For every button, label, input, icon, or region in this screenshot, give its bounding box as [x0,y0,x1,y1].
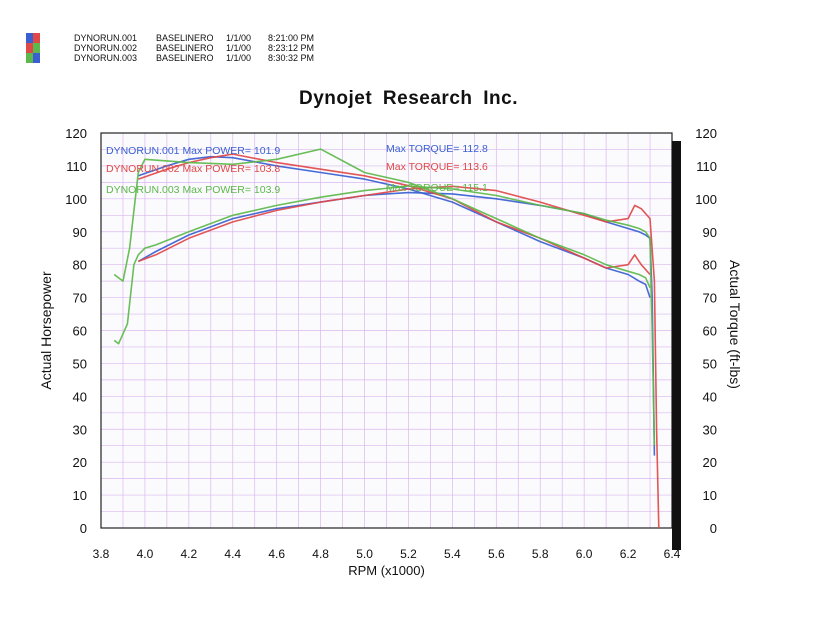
legend-run-name: BASELINERO [156,33,214,43]
y-axis-label: Actual Horsepower [38,271,54,390]
y2-tick-label: 10 [703,488,717,503]
y2-tick-label: 0 [710,521,717,536]
series-dynorun-003-torque-line [113,148,651,289]
y2-tick-label: 90 [703,225,717,240]
x-tick-label: 5.4 [444,547,461,561]
legend-run-time: 8:30:32 PM [268,53,315,63]
y-tick-label: 40 [73,389,87,404]
y2-tick-label: 80 [703,258,717,273]
y-tick-label: 50 [73,356,87,371]
y-tick-label: 110 [66,159,87,174]
x-tick-label: 4.2 [181,547,198,561]
legend-run-id: DYNORUN.003 [74,53,138,63]
x-tick-label: 3.8 [93,547,110,561]
y2-tick-label: 60 [703,324,717,339]
max-torque-annotation: Max TORQUE= 112.8 [386,143,488,155]
y-tick-label: 120 [65,126,87,141]
y2-tick-label: 20 [703,455,717,470]
right-axis-bar [672,141,681,550]
y2-axis-label: Actual Torque (ft-lbs) [727,260,743,389]
legend-run-name: BASELINERO [156,53,214,63]
series-dynorun-002-power-line [138,185,660,529]
y-tick-label: 60 [73,324,87,339]
y2-tick-label: 120 [695,126,717,141]
x-tick-label: 5.8 [532,547,549,561]
y2-tick-label: 30 [703,422,717,437]
series-dynorun-001-torque-line [138,155,651,298]
x-tick-label: 4.6 [268,547,285,561]
legend-run-date: 1/1/00 [226,43,252,53]
legend-run-time: 8:21:00 PM [268,33,315,43]
legend-row-run-2: DYNORUN.002 BASELINERO 1/1/00 8:23:12 PM [26,43,314,53]
x-tick-label: 5.0 [356,547,373,561]
x-tick-label: 6.0 [576,547,593,561]
run-legend: DYNORUN.001 BASELINERO 1/1/00 8:21:00 PM… [26,33,314,63]
chart-title: Dynojet Research Inc. [298,88,519,109]
y2-tick-label: 110 [696,159,717,174]
tick-labels: 3.8 4.0 4.2 4.4 4.6 4.8 5.0 5.2 5.4 5.6 5.8 6.0 6.2 6… [65,126,717,561]
x-tick-label: 4.4 [224,547,241,561]
x-tick-label: 6.2 [620,547,637,561]
series-dynorun-002-torque-line [138,153,651,276]
x-tick-label: 4.0 [137,547,154,561]
y-tick-label: 0 [80,521,87,536]
x-tick-label: 4.8 [312,547,329,561]
legend-run-date: 1/1/00 [226,33,252,43]
run-2-color-swatch [26,43,40,53]
max-power-annotation: DYNORUN.001 Max POWER= 101.9 [106,145,280,157]
legend-run-date: 1/1/00 [226,53,252,63]
legend-run-time: 8:23:12 PM [268,43,315,53]
y-tick-label: 20 [73,455,87,470]
y-tick-label: 90 [73,225,87,240]
legend-row-run-3: DYNORUN.003 BASELINERO 1/1/00 8:30:32 PM [26,53,314,63]
max-power-annotation: DYNORUN.003 Max POWER= 103.9 [106,184,280,196]
y2-tick-label: 70 [703,291,717,306]
legend-row-run-1: DYNORUN.001 BASELINERO 1/1/00 8:21:00 PM [26,33,314,43]
y2-tick-label: 100 [695,192,717,207]
run-3-color-swatch [26,53,40,63]
y-tick-label: 30 [73,422,87,437]
x-axis-label: RPM (x1000) [348,563,425,578]
x-tick-label: 5.6 [488,547,505,561]
annotations: DYNORUN.001 Max POWER= 101.9 Max TORQUE= … [106,143,488,196]
y2-tick-label: 40 [703,389,717,404]
max-torque-annotation: Max TORQUE= 113.6 [386,161,488,173]
x-tick-label: 5.2 [400,547,417,561]
x-tick-label: 6.4 [664,547,681,561]
legend-run-name: BASELINERO [156,43,214,53]
grid [101,133,672,528]
legend-run-id: DYNORUN.002 [74,43,138,53]
series-dynorun-003-power-line [113,185,656,446]
max-power-annotation: DYNORUN.002 Max POWER= 103.8 [106,163,280,175]
run-1-color-swatch [26,33,40,43]
series-lines [113,148,660,529]
max-torque-annotation: Max TORQUE= 115.1 [386,182,488,194]
y2-tick-label: 50 [703,356,717,371]
y-tick-label: 100 [65,192,87,207]
series-dynorun-001-power-line [137,191,656,456]
y-tick-label: 80 [73,258,87,273]
legend-run-id: DYNORUN.001 [74,33,138,43]
y-tick-label: 10 [73,488,87,503]
y-tick-label: 70 [73,291,87,306]
